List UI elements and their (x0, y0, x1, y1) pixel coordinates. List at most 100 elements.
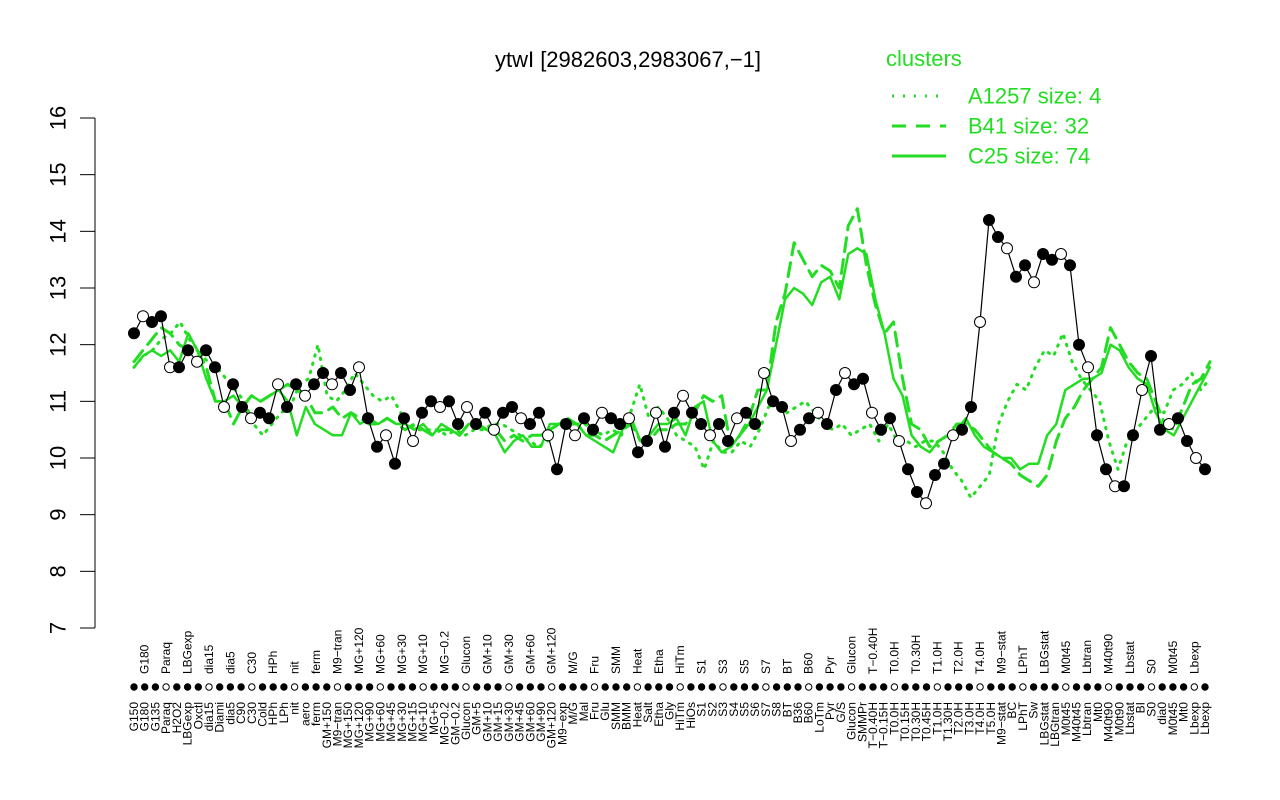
x-label-bottom: T5.0H (984, 702, 998, 735)
x-rug-mark (1072, 683, 1081, 691)
data-point (902, 463, 914, 476)
data-point (911, 486, 923, 498)
x-rug-mark (269, 683, 277, 691)
data-point (1046, 253, 1058, 266)
data-point (875, 423, 887, 436)
x-label-top: T4.0H (973, 641, 987, 674)
x-rug-mark (569, 683, 577, 691)
x-label-bottom: Heat (630, 701, 644, 727)
x-label-bottom: LPh (277, 702, 291, 723)
x-label-bottom: M9−exp (555, 702, 569, 745)
x-label-top: Pyr (823, 656, 837, 674)
x-label-bottom: Sw (1027, 702, 1041, 719)
data-point (380, 429, 392, 442)
x-label-bottom: dia15 (202, 702, 216, 732)
legend-label: B41 size: 32 (968, 114, 1089, 139)
x-rug-mark (365, 683, 374, 691)
y-tick-label: 7 (46, 622, 71, 634)
x-rug-mark (398, 683, 406, 691)
x-label-bottom: GM+10 (480, 702, 494, 742)
x-label-bottom: HiOs (684, 702, 698, 729)
data-point (299, 389, 311, 402)
x-label-top: LPhT (1016, 645, 1030, 674)
data-point (353, 361, 365, 374)
x-label-bottom: Diami (213, 702, 227, 733)
x-label-bottom: GM+90 (534, 702, 548, 742)
x-label-bottom: G/S (834, 702, 848, 723)
x-rug-mark (601, 683, 609, 691)
x-rug-mark (280, 683, 288, 691)
x-label-top: Paraq (159, 642, 173, 674)
x-label-bottom: G150 (127, 702, 141, 732)
x-label-top: M0t45 (1059, 640, 1073, 674)
legend-label: A1257 size: 4 (968, 84, 1101, 109)
data-point (641, 435, 653, 447)
data-point (623, 412, 635, 425)
x-label-bottom: SMM (609, 702, 623, 730)
x-label-bottom: Etha (652, 702, 666, 727)
y-tick-label: 8 (46, 565, 71, 577)
x-rug-mark (237, 683, 245, 691)
x-rug-mark (483, 683, 492, 691)
x-rug-mark (173, 683, 181, 691)
x-axis: G150G180G180G135ParaqParaqH2O2LBGexpLBGe… (127, 627, 1212, 748)
legend: clusters A1257 size: 4 B41 size: 32 C25 si… (886, 46, 1101, 169)
y-tick-label: 14 (46, 219, 71, 243)
data-point (371, 440, 383, 453)
data-point (722, 435, 734, 447)
data-point (245, 412, 257, 425)
x-label-top: T1.0H (930, 641, 944, 674)
data-point (713, 418, 725, 430)
x-label-top: M40t90 (1102, 634, 1116, 674)
x-label-bottom: M40t45 (1070, 702, 1084, 742)
x-label-top: S5 (738, 659, 752, 674)
x-label-bottom: MG−0.2 (438, 702, 452, 745)
x-label-bottom: Mal (577, 702, 591, 721)
data-point (677, 389, 689, 402)
data-point (650, 406, 662, 419)
y-tick-label: 16 (46, 106, 71, 130)
x-rug-mark (633, 683, 642, 691)
x-label-top: GM+60 (523, 634, 537, 674)
data-point (1118, 480, 1130, 493)
x-label-bottom: M9−stat (995, 701, 1009, 745)
y-tick-label: 10 (46, 446, 71, 470)
x-rug-mark (708, 683, 716, 691)
data-point (326, 378, 338, 391)
x-rug-mark (301, 683, 310, 691)
data-point (335, 367, 347, 379)
x-rug-mark (1115, 683, 1124, 691)
x-label-bottom: H2O2 (170, 702, 184, 734)
data-point (695, 418, 707, 430)
x-rug-mark (965, 683, 974, 691)
x-rug-mark (1137, 683, 1145, 691)
data-point (128, 327, 140, 340)
data-point (290, 378, 302, 391)
x-rug-mark (665, 683, 674, 691)
data-point (344, 384, 356, 396)
data-point (1100, 463, 1112, 476)
data-point (1190, 452, 1202, 464)
data-point (605, 412, 617, 425)
data-point (497, 406, 509, 419)
x-label-bottom: dia5 (223, 702, 237, 725)
x-label-bottom: GM+45 (513, 702, 527, 742)
data-point (308, 378, 320, 391)
data-point (587, 423, 599, 436)
x-label-bottom: Oxctl (191, 702, 205, 729)
data-point (947, 429, 959, 442)
x-label-bottom: S0 (1145, 702, 1159, 717)
data-point (254, 406, 266, 419)
x-rug-mark (837, 683, 845, 691)
x-rug-mark (1169, 683, 1177, 691)
x-rug-mark (933, 683, 941, 691)
x-label-top: GM+30 (502, 634, 516, 674)
data-point (191, 355, 203, 368)
data-point (1199, 463, 1211, 476)
x-rug-mark (730, 683, 738, 691)
data-point (1091, 429, 1103, 442)
point-connector-lines (133, 217, 1206, 505)
x-label-bottom: Fru (588, 702, 602, 720)
x-rug-mark (740, 683, 749, 691)
data-point (209, 361, 221, 374)
